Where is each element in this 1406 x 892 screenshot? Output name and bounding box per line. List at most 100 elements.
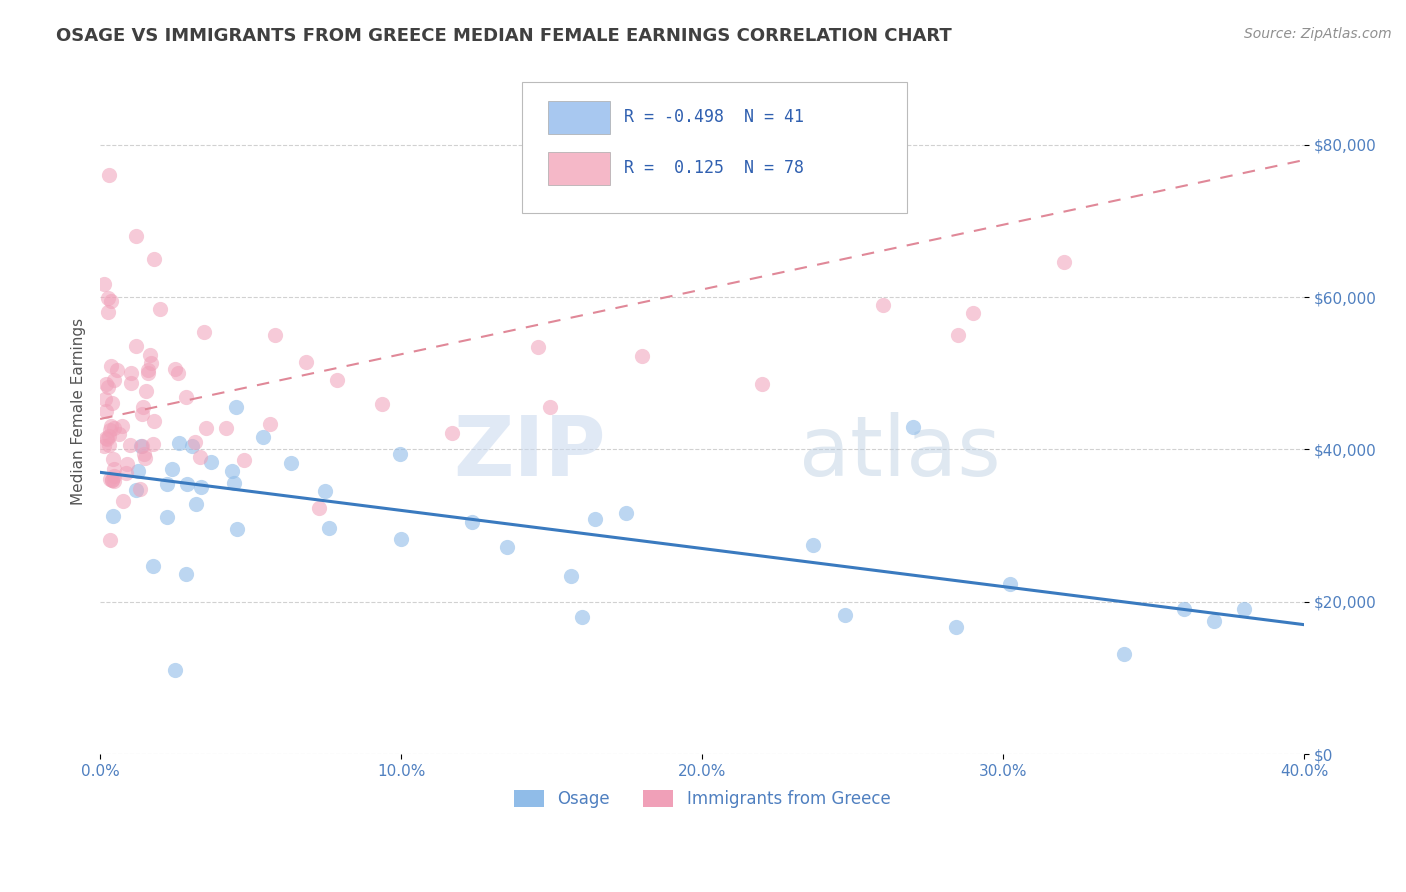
Point <box>93 277 115 292</box>
Point <box>98 423 121 437</box>
Point <box>571 610 593 624</box>
Point <box>98 533 121 548</box>
Point <box>461 515 484 529</box>
Point <box>108 426 131 441</box>
Point <box>100 419 122 434</box>
Text: atlas: atlas <box>799 412 1000 493</box>
Point <box>834 608 856 623</box>
Point <box>326 373 349 387</box>
Point <box>163 362 186 376</box>
Point <box>371 397 394 411</box>
Point <box>176 390 198 404</box>
Point <box>142 436 165 450</box>
Point <box>225 522 247 536</box>
Point <box>134 451 156 466</box>
Point <box>193 325 215 339</box>
Point <box>97 291 120 305</box>
Point <box>131 408 153 422</box>
Point <box>100 293 122 308</box>
Point <box>103 373 125 387</box>
Point <box>614 506 637 520</box>
Point <box>139 348 162 362</box>
Point <box>125 339 148 353</box>
Point <box>101 452 124 467</box>
Point <box>149 302 172 317</box>
Point <box>901 419 924 434</box>
Point <box>128 482 150 496</box>
Point <box>195 421 218 435</box>
Point <box>1173 602 1195 616</box>
Text: OSAGE VS IMMIGRANTS FROM GREECE MEDIAN FEMALE EARNINGS CORRELATION CHART: OSAGE VS IMMIGRANTS FROM GREECE MEDIAN F… <box>56 27 952 45</box>
Point <box>318 521 340 535</box>
Point <box>136 363 159 377</box>
Point <box>184 497 207 511</box>
Point <box>96 432 118 446</box>
Point <box>103 468 125 483</box>
Point <box>233 452 256 467</box>
Point <box>631 349 654 363</box>
Point <box>101 474 124 488</box>
Point <box>252 429 274 443</box>
Point <box>308 501 330 516</box>
Point <box>225 400 247 414</box>
Point <box>97 305 120 319</box>
Point <box>100 396 122 410</box>
Point <box>190 480 212 494</box>
Point <box>93 392 115 406</box>
Point <box>962 305 984 319</box>
Point <box>125 483 148 498</box>
Point <box>115 466 138 480</box>
Point <box>1202 614 1225 628</box>
Point <box>583 511 606 525</box>
Point <box>167 435 190 450</box>
Point <box>263 328 285 343</box>
Text: Source: ZipAtlas.com: Source: ZipAtlas.com <box>1244 27 1392 41</box>
Point <box>1052 254 1074 268</box>
Point <box>156 509 179 524</box>
Point <box>188 450 211 465</box>
Point <box>105 363 128 377</box>
Point <box>224 475 246 490</box>
Point <box>751 376 773 391</box>
Point <box>100 474 122 488</box>
FancyBboxPatch shape <box>548 153 610 185</box>
Point <box>280 456 302 470</box>
Point <box>97 380 120 394</box>
FancyBboxPatch shape <box>548 101 610 134</box>
Point <box>160 462 183 476</box>
Point <box>103 475 125 489</box>
Point <box>103 462 125 476</box>
Text: ZIP: ZIP <box>453 412 606 493</box>
Point <box>538 401 561 415</box>
Point <box>1112 648 1135 662</box>
Point <box>94 377 117 392</box>
Point <box>391 533 413 547</box>
Point <box>135 384 157 399</box>
Point <box>998 576 1021 591</box>
Point <box>183 434 205 449</box>
Point <box>801 538 824 552</box>
Point <box>120 376 142 390</box>
Point <box>294 355 316 369</box>
Legend: Osage, Immigrants from Greece: Osage, Immigrants from Greece <box>508 783 897 814</box>
Point <box>111 418 134 433</box>
Point <box>120 438 142 452</box>
Point <box>389 447 412 461</box>
Point <box>117 457 139 471</box>
Point <box>96 431 118 445</box>
Point <box>200 455 222 469</box>
Point <box>174 566 197 581</box>
Point <box>259 417 281 432</box>
Point <box>131 439 153 453</box>
Point <box>440 425 463 440</box>
Point <box>526 340 548 354</box>
Point <box>103 508 125 523</box>
Point <box>176 477 198 491</box>
Text: R =  0.125  N = 78: R = 0.125 N = 78 <box>624 159 804 177</box>
Point <box>127 464 149 478</box>
Point <box>136 366 159 380</box>
Point <box>142 413 165 427</box>
Point <box>872 298 894 312</box>
Point <box>125 229 148 244</box>
Point <box>142 559 165 574</box>
